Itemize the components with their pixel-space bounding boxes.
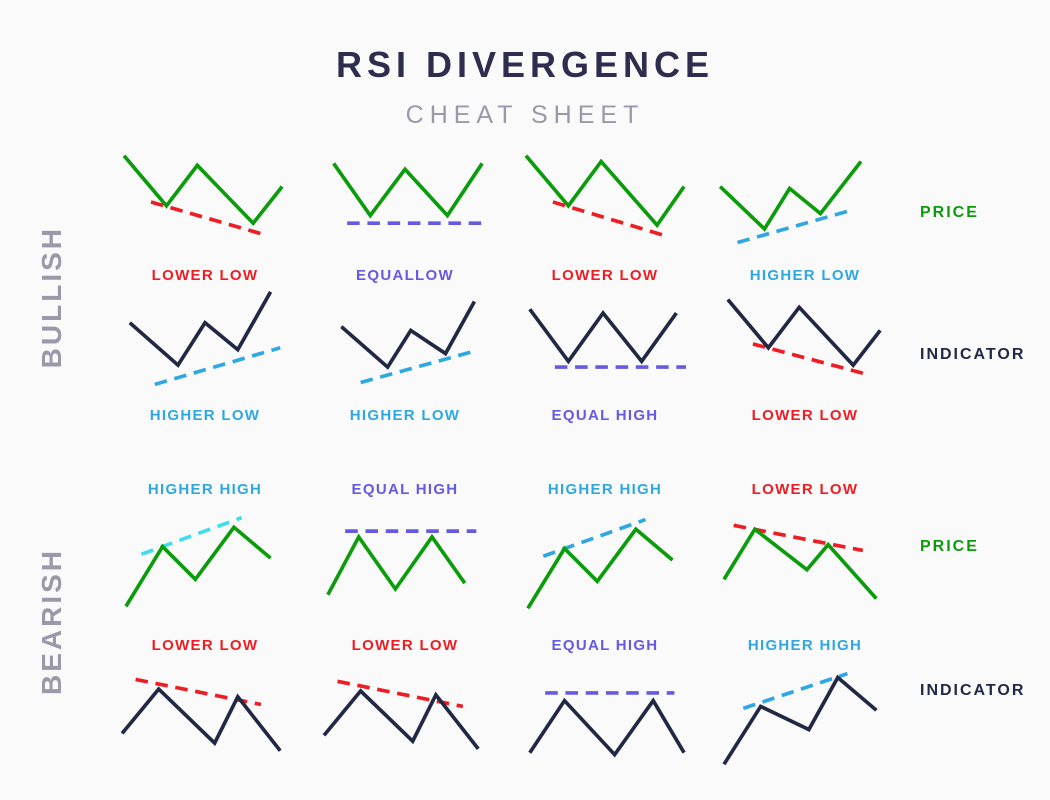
- zigzag-chart: [722, 671, 878, 766]
- pattern-cell-bearish-indicator-2: LOWER LOW: [305, 636, 505, 772]
- page-subtitle: CHEAT SHEET: [405, 101, 645, 129]
- pattern-label: EQUALLOW: [356, 267, 454, 284]
- zigzag-chart: [340, 300, 477, 385]
- pattern-label: HIGHER HIGH: [547, 481, 663, 498]
- pattern-label: HIGHER HIGH: [747, 637, 863, 654]
- pattern-cell-bullish-price-1: LOWER LOW: [105, 148, 305, 286]
- pattern-cell-bearish-indicator-3: EQUAL HIGH: [505, 636, 705, 772]
- side-label-indicator-bullish: INDICATOR: [920, 346, 1026, 363]
- section-label-bullish: BULLISH: [36, 226, 67, 369]
- pattern-label: EQUAL HIGH: [551, 407, 659, 424]
- pattern-cell-bearish-price-1: HIGHER HIGH: [105, 480, 305, 616]
- pattern-cell-bullish-indicator-4: LOWER LOW: [705, 288, 905, 426]
- pattern-cell-bearish-indicator-4: HIGHER HIGH: [705, 636, 905, 772]
- row-bearish-price: HIGHER HIGH EQUAL HIGH HIGHER HIGH LOWER…: [105, 480, 905, 616]
- pattern-label: LOWER LOW: [151, 637, 259, 654]
- zigzag-chart: [122, 154, 284, 237]
- pattern-cell-bullish-price-4: HIGHER LOW: [705, 148, 905, 286]
- pattern-label: HIGHER LOW: [149, 407, 261, 424]
- pattern-cell-bullish-price-3: LOWER LOW: [505, 148, 705, 286]
- pattern-label: LOWER LOW: [351, 637, 459, 654]
- zigzag-chart: [128, 290, 281, 387]
- zigzag-chart: [528, 308, 686, 369]
- pattern-label: LOWER LOW: [751, 407, 859, 424]
- side-label-price-bearish: PRICE: [920, 538, 979, 555]
- side-label-price-bullish: PRICE: [920, 204, 979, 221]
- pattern-cell-bullish-price-2: EQUALLOW: [305, 148, 505, 286]
- pattern-label: HIGHER LOW: [749, 267, 861, 284]
- pattern-label: LOWER LOW: [751, 481, 859, 498]
- pattern-label: HIGHER LOW: [349, 407, 461, 424]
- row-bullish-indicator: HIGHER LOW HIGHER LOW EQUAL HIGH LOWER L…: [105, 288, 905, 426]
- section-label-bearish: BEARISH: [36, 548, 67, 696]
- side-label-indicator-bearish: INDICATOR: [920, 682, 1026, 699]
- pattern-cell-bullish-indicator-1: HIGHER LOW: [105, 288, 305, 426]
- pattern-cell-bearish-indicator-1: LOWER LOW: [105, 636, 305, 772]
- zigzag-chart: [722, 523, 878, 600]
- pattern-label: EQUAL HIGH: [551, 637, 659, 654]
- row-bearish-indicator: LOWER LOW LOWER LOW EQUAL HIGH HIGHER HI…: [105, 636, 905, 772]
- zigzag-chart: [326, 529, 477, 596]
- zigzag-chart: [120, 677, 282, 752]
- pattern-cell-bearish-price-3: HIGHER HIGH: [505, 480, 705, 616]
- zigzag-chart: [322, 679, 480, 750]
- pattern-cell-bullish-indicator-2: HIGHER LOW: [305, 288, 505, 426]
- pattern-cell-bearish-price-4: LOWER LOW: [705, 480, 905, 616]
- pattern-cell-bearish-price-2: EQUAL HIGH: [305, 480, 505, 616]
- zigzag-chart: [124, 515, 272, 608]
- zigzag-chart: [524, 154, 686, 239]
- row-bullish-price: LOWER LOW EQUALLOW LOWER LOW HIGHER LOW: [105, 148, 905, 286]
- zigzag-chart: [528, 691, 686, 758]
- zigzag-chart: [526, 517, 674, 610]
- pattern-label: LOWER LOW: [151, 267, 259, 284]
- zigzag-chart: [718, 160, 863, 245]
- page-title: RSI DIVERGENCE: [335, 44, 715, 85]
- zigzag-chart: [332, 162, 484, 226]
- pattern-label: LOWER LOW: [551, 267, 659, 284]
- pattern-cell-bullish-indicator-3: EQUAL HIGH: [505, 288, 705, 426]
- pattern-label: HIGHER HIGH: [147, 481, 263, 498]
- zigzag-chart: [726, 298, 882, 377]
- pattern-label: EQUAL HIGH: [351, 481, 459, 498]
